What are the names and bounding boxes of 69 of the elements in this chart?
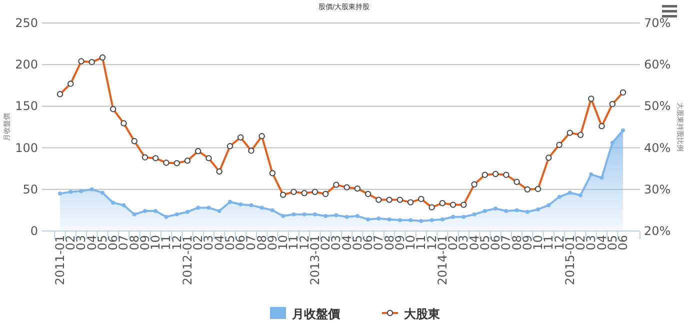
point: [536, 207, 540, 212]
point: [419, 219, 424, 224]
y-tick-label: 200: [15, 58, 38, 72]
y2-tick-label: 60%: [644, 58, 671, 72]
point: [334, 213, 338, 218]
point: [525, 210, 530, 214]
point: [196, 206, 200, 210]
point: [111, 200, 116, 205]
point: [494, 206, 498, 211]
point: [270, 208, 274, 212]
point: [462, 214, 466, 219]
y-tick-label: 50: [22, 182, 38, 196]
point: [260, 206, 264, 210]
point: [58, 192, 62, 196]
y-tick-label: 0: [30, 224, 38, 238]
point: [228, 200, 232, 204]
point: [589, 172, 594, 176]
y2-tick-label: 40%: [644, 140, 671, 155]
point: [376, 216, 381, 221]
point: [557, 194, 562, 199]
point: [174, 212, 179, 216]
point: [430, 218, 434, 222]
point: [302, 212, 306, 216]
point: [610, 140, 614, 145]
point: [600, 176, 604, 180]
y2-tick-label: 70%: [644, 16, 671, 30]
point: [324, 214, 328, 218]
point: [387, 217, 392, 222]
y2-tick-label: 30%: [644, 182, 671, 196]
point: [408, 218, 413, 222]
y-tick-label: 150: [15, 99, 38, 114]
point: [142, 209, 147, 214]
y2-tick-label: 50%: [644, 99, 671, 114]
point: [568, 190, 572, 195]
x-tick-label: 2011-01: [53, 235, 67, 286]
point: [514, 208, 519, 212]
point: [154, 209, 158, 214]
legend-label: 月收盤價: [291, 307, 341, 321]
y-tick-label: 250: [15, 16, 38, 30]
point: [451, 214, 456, 219]
point: [292, 212, 296, 216]
point: [344, 214, 349, 219]
legend-label: 大股東: [404, 307, 441, 321]
point: [621, 128, 625, 132]
point: [546, 203, 551, 208]
point: [281, 214, 286, 218]
point: [79, 189, 84, 194]
point: [68, 190, 73, 194]
point: [132, 212, 136, 216]
y2-tick-label: 20%: [644, 224, 671, 238]
point: [164, 214, 168, 219]
point: [122, 203, 126, 208]
point: [440, 217, 444, 222]
point: [206, 206, 211, 210]
point: [100, 190, 104, 195]
point: [366, 217, 370, 222]
point: [217, 209, 222, 214]
point: [312, 212, 317, 216]
point: [398, 218, 402, 222]
point: [482, 209, 487, 214]
point: [472, 212, 476, 216]
point: [185, 210, 190, 214]
point: [504, 209, 508, 214]
point: [578, 193, 583, 198]
point: [90, 187, 94, 192]
point: [249, 203, 254, 208]
y-tick-label: 100: [15, 140, 38, 155]
point: [355, 214, 360, 218]
point: [238, 202, 243, 206]
